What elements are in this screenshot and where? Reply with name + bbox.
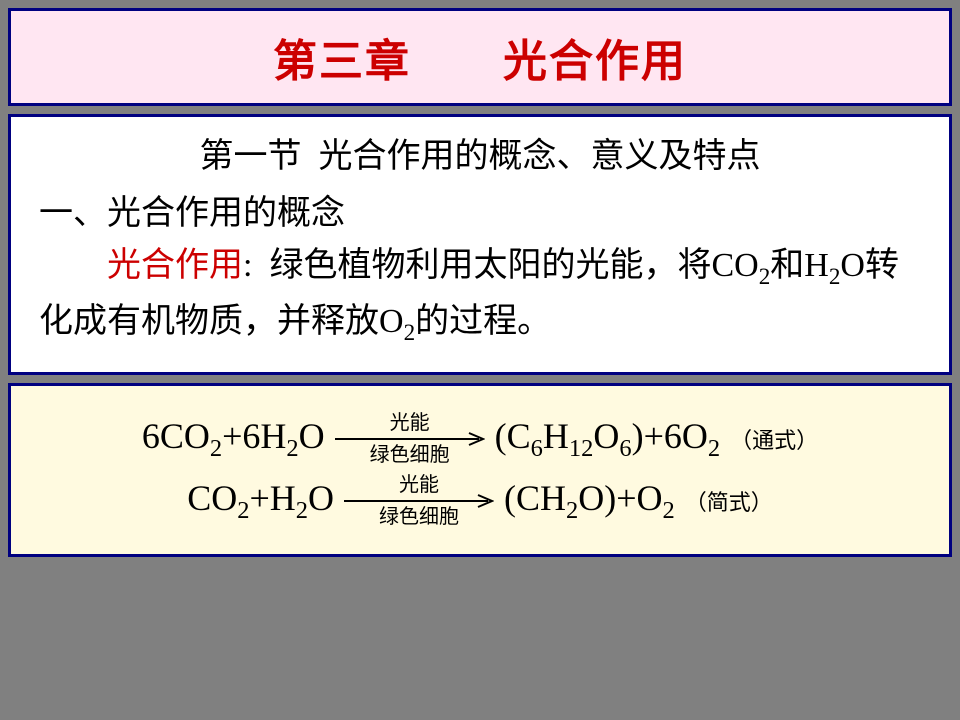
sub-heading: 一、光合作用的概念 <box>39 188 921 241</box>
formula-panel: 6CO2+6H2O 光能 绿色细胞 (C6H12O6)+6O2 （通式） CO2… <box>8 383 952 557</box>
chapter-title: 第三章 光合作用 <box>273 37 687 86</box>
equation-general: 6CO2+6H2O 光能 绿色细胞 (C6H12O6)+6O2 （通式） <box>31 412 929 466</box>
arrow-top-1: 光能 <box>390 412 430 434</box>
definition-paragraph: 光合作用: 绿色植物利用太阳的光能，将CO2和H2O转化成有机物质，并释放O2的… <box>39 240 921 351</box>
content-panel: 第一节 光合作用的概念、意义及特点 一、光合作用的概念 光合作用: 绿色植物利用… <box>8 114 952 375</box>
arrow-bottom-2: 绿色细胞 <box>379 506 459 528</box>
def-and: 和 <box>770 247 804 284</box>
arrow-block-1: 光能 绿色细胞 <box>335 412 485 466</box>
eq2-note: （简式） <box>685 485 773 517</box>
eq1-ro: O <box>593 416 619 456</box>
eq1-r6: 6 <box>531 435 543 462</box>
eq1-rclose: )+6O <box>632 416 708 456</box>
def-co: CO <box>711 247 758 284</box>
eq2-rhs: (CH2O)+O2 <box>504 477 675 525</box>
eq1-rh: H <box>543 416 569 456</box>
eq2-ropen: (CH <box>504 478 566 518</box>
def-2b: 2 <box>829 264 841 290</box>
def-h: H <box>804 247 829 284</box>
eq1-ropen: (C <box>495 416 531 456</box>
eq2-oa: O <box>308 478 334 518</box>
def-o2: O <box>379 303 404 340</box>
def-2c: 2 <box>404 320 416 346</box>
eq2-rmid: O)+O <box>578 478 662 518</box>
colon: : <box>243 247 269 284</box>
def-2a: 2 <box>759 264 771 290</box>
eq2-co: CO <box>187 478 237 518</box>
eq1-note: （通式） <box>730 423 818 455</box>
eq1-r2: 2 <box>708 435 720 462</box>
arrow-top-2: 光能 <box>399 474 439 496</box>
eq2-r2b: 2 <box>663 497 675 524</box>
eq2-lhs: CO2+H2O <box>187 477 334 525</box>
eq2-s2b: 2 <box>296 497 308 524</box>
eq1-r12: 12 <box>569 435 593 462</box>
eq1-plus: + <box>222 416 242 456</box>
eq1-s2a: 2 <box>210 435 222 462</box>
eq1-6co: 6CO <box>142 416 210 456</box>
term: 光合作用 <box>107 247 243 284</box>
arrow-block-2: 光能 绿色细胞 <box>344 474 494 528</box>
eq2-r2a: 2 <box>566 497 578 524</box>
eq1-6h: 6H <box>242 416 286 456</box>
eq2-plus: + <box>249 478 269 518</box>
eq1-oa: O <box>299 416 325 456</box>
def-part3: 的过程。 <box>415 303 551 340</box>
eq2-s2a: 2 <box>237 497 249 524</box>
eq1-lhs: 6CO2+6H2O <box>142 415 325 463</box>
chapter-title-panel: 第三章 光合作用 <box>8 8 952 106</box>
arrow-bottom-1: 绿色细胞 <box>370 444 450 466</box>
eq1-s2b: 2 <box>286 435 298 462</box>
def-part1: 绿色植物利用太阳的光能，将 <box>269 247 711 284</box>
section-title: 第一节 光合作用的概念、意义及特点 <box>39 131 921 184</box>
eq1-r6b: 6 <box>619 435 631 462</box>
eq1-rhs: (C6H12O6)+6O2 <box>495 415 720 463</box>
def-o: O <box>840 247 865 284</box>
equation-simple: CO2+H2O 光能 绿色细胞 (CH2O)+O2 （简式） <box>31 474 929 528</box>
eq2-h: H <box>270 478 296 518</box>
